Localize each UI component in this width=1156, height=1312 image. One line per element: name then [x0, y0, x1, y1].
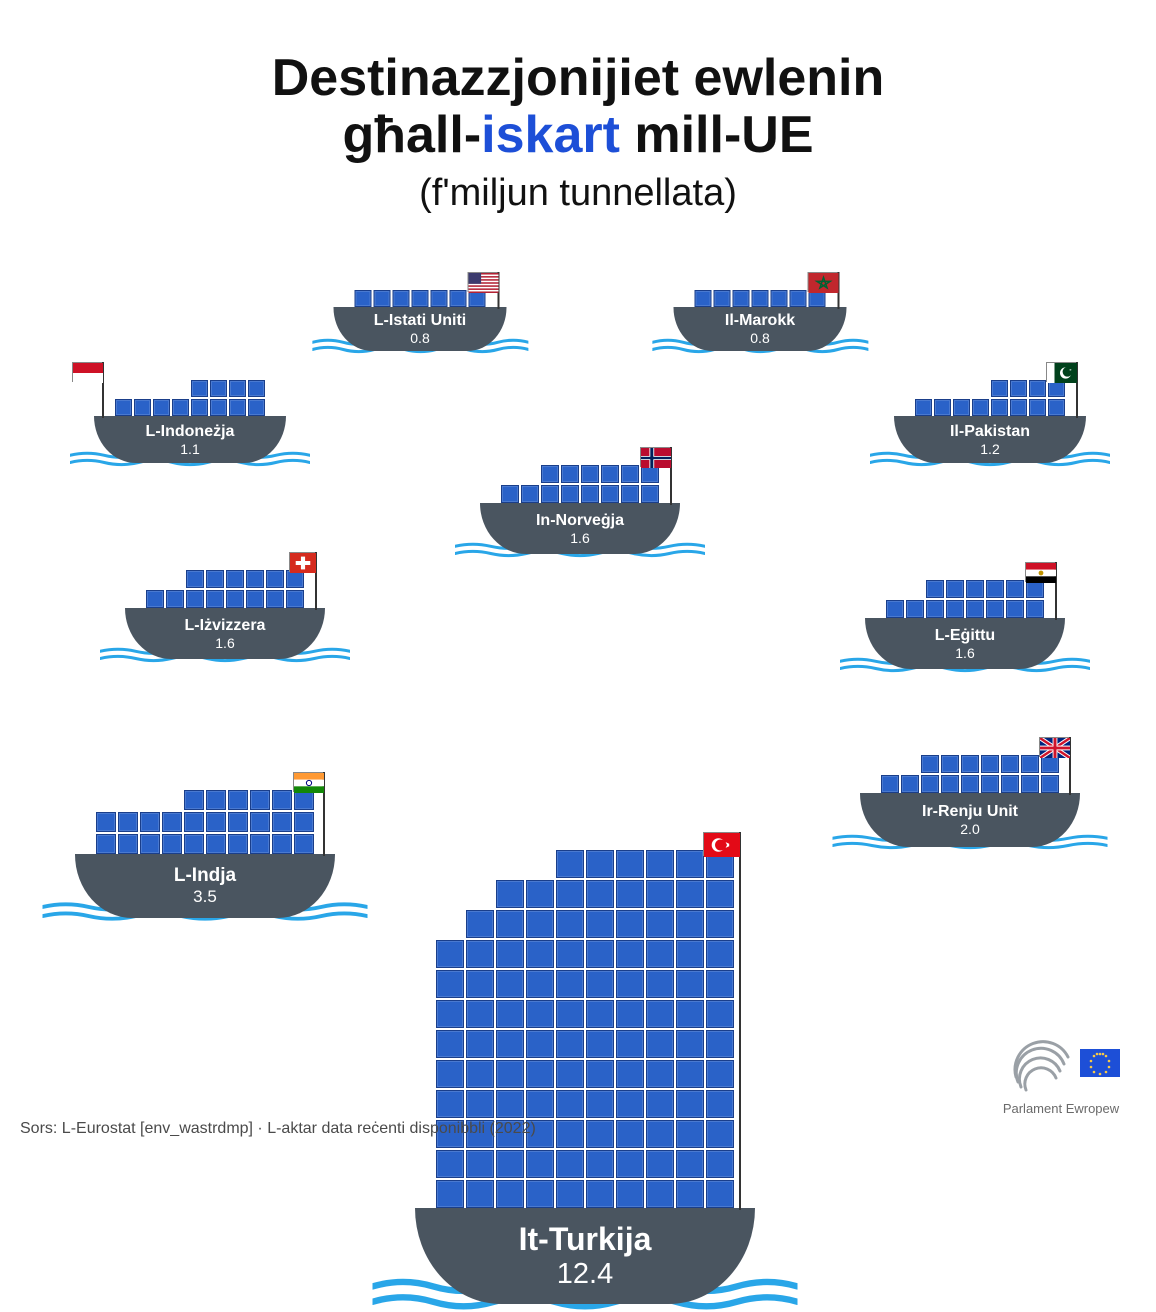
ep-logo-caption: Parlament Ewropew [996, 1101, 1126, 1116]
hull-turkey: It-Turkija 12.4 [415, 1208, 755, 1304]
hull-pakistan: Il-Pakistan 1.2 [894, 416, 1086, 463]
ship-name-norway: In-Norveġja [536, 512, 624, 530]
hull-indonesia: L-Indoneżja 1.1 [94, 416, 286, 463]
ship-name-usa: L-Istati Uniti [374, 312, 466, 330]
flag-pakistan [1046, 362, 1076, 382]
ep-logo: Parlament Ewropew [996, 1037, 1126, 1116]
ship-norway: In-Norveġja 1.6 [480, 465, 680, 554]
subtitle: (f'miljun tunnellata) [0, 172, 1156, 215]
title-post: mill-UE [620, 106, 814, 164]
ship-value-egypt: 1.6 [955, 645, 974, 661]
flag-indonesia [72, 362, 102, 382]
ship-usa: L-Istati Uniti 0.8 [334, 290, 507, 351]
ship-name-indonesia: L-Indoneżja [146, 423, 235, 441]
flag-norway [640, 447, 670, 467]
flag-usa [468, 272, 498, 292]
ship-name-egypt: L-Eġittu [935, 627, 995, 645]
hull-egypt: L-Eġittu 1.6 [865, 618, 1065, 669]
ship-name-turkey: It-Turkija [519, 1221, 652, 1258]
flag-morocco [808, 272, 838, 292]
flag-switzerland [289, 552, 315, 572]
ship-india: L-Indja 3.5 [75, 790, 335, 918]
title-line-1: Destinazzjonijiet ewlenin [0, 50, 1156, 107]
ship-turkey: It-Turkija 12.4 [415, 850, 755, 1304]
ship-value-switzerland: 1.6 [215, 635, 234, 651]
ship-egypt: L-Eġittu 1.6 [865, 580, 1065, 669]
ship-name-morocco: Il-Marokk [725, 312, 795, 330]
title-line-2: għall-iskart mill-UE [0, 107, 1156, 164]
ship-value-india: 3.5 [193, 887, 217, 907]
ship-morocco: Il-Marokk 0.8 [674, 290, 847, 351]
ship-value-uk: 2.0 [960, 821, 979, 837]
hull-switzerland: L-Iżvizzera 1.6 [125, 608, 325, 659]
ship-value-morocco: 0.8 [750, 330, 769, 346]
flag-uk [1039, 737, 1069, 757]
hull-india: L-Indja 3.5 [75, 854, 335, 918]
ship-name-uk: Ir-Renju Unit [922, 803, 1018, 821]
ship-value-usa: 0.8 [410, 330, 429, 346]
ship-value-turkey: 12.4 [557, 1258, 613, 1291]
hull-norway: In-Norveġja 1.6 [480, 503, 680, 554]
flag-turkey [703, 832, 739, 856]
ship-value-pakistan: 1.2 [980, 441, 999, 457]
ship-name-india: L-Indja [174, 865, 236, 887]
ship-name-switzerland: L-Iżvizzera [185, 617, 266, 635]
flag-egypt [1025, 562, 1055, 582]
title-pre: għall- [342, 106, 481, 164]
ship-value-norway: 1.6 [570, 530, 589, 546]
hull-morocco: Il-Marokk 0.8 [674, 307, 847, 351]
title-block: Destinazzjonijiet ewlenin għall-iskart m… [0, 50, 1156, 215]
hull-usa: L-Istati Uniti 0.8 [334, 307, 507, 351]
hull-uk: Ir-Renju Unit 2.0 [860, 793, 1080, 847]
ship-value-indonesia: 1.1 [180, 441, 199, 457]
ship-name-pakistan: Il-Pakistan [950, 423, 1030, 441]
ship-switzerland: L-Iżvizzera 1.6 [125, 570, 325, 659]
ship-uk: Ir-Renju Unit 2.0 [860, 755, 1080, 847]
ship-pakistan: Il-Pakistan 1.2 [894, 380, 1086, 463]
source-line: Sors: L-Eurostat [env_wastrdmp] · L-akta… [20, 1120, 536, 1138]
flag-india [293, 772, 323, 792]
title-accent: iskart [481, 106, 620, 164]
ship-canvas: L-Istati Uniti 0.8 Il-Marokk 0.8 [0, 230, 1156, 1060]
ship-indonesia: L-Indoneżja 1.1 [94, 380, 286, 463]
ep-logo-svg [996, 1037, 1126, 1092]
flagpole-turkey [739, 832, 741, 1210]
